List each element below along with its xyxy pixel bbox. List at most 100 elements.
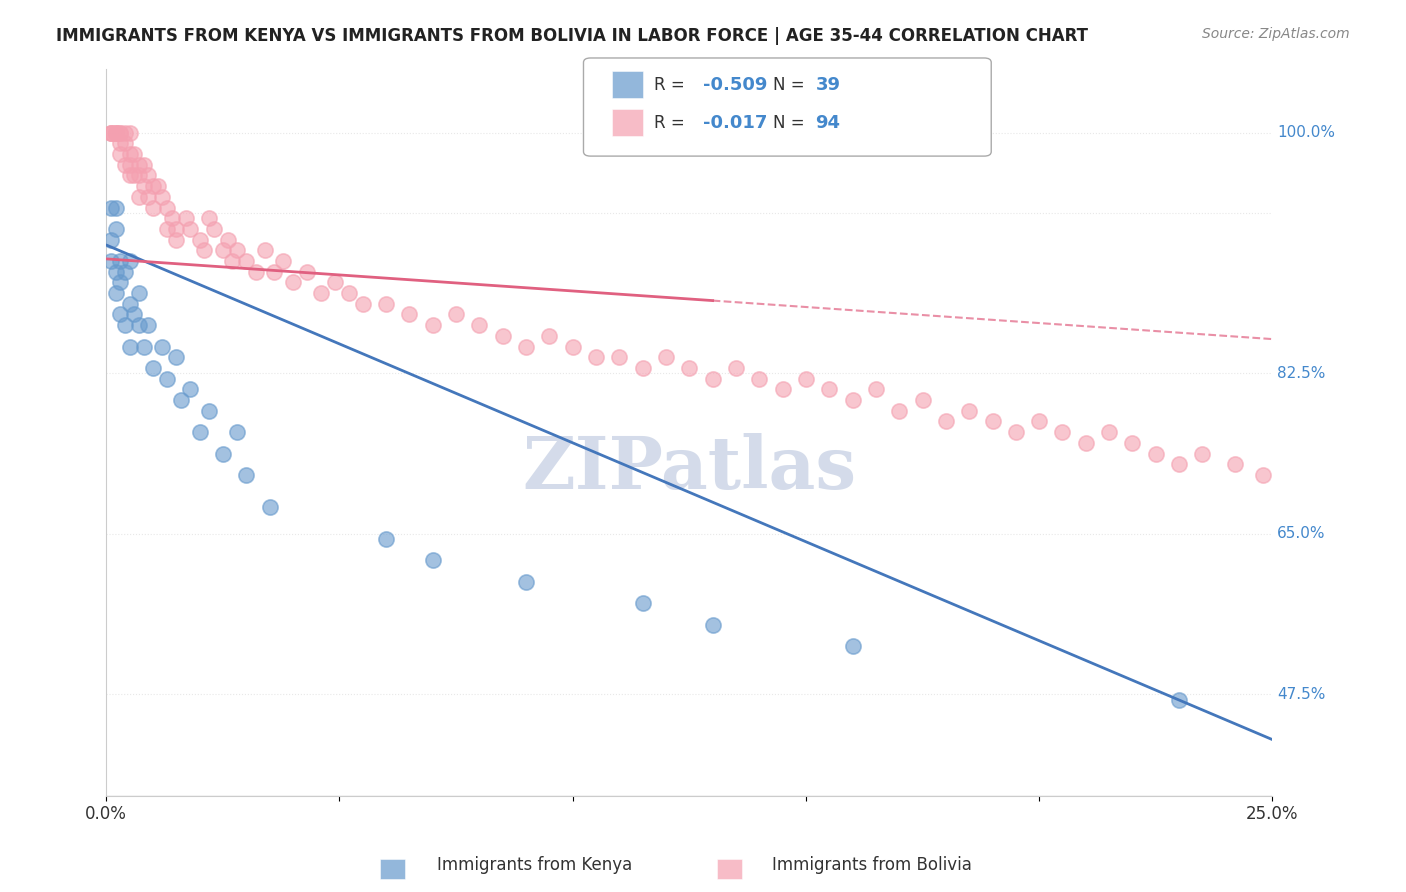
Point [1223, 457, 1246, 471]
Point [352, 297, 374, 311]
Point [221, 254, 243, 268]
Point [100, 126, 122, 140]
Point [245, 265, 267, 279]
Point [1251, 467, 1274, 482]
Point [398, 308, 420, 322]
Point [132, 340, 155, 354]
Point [225, 244, 247, 258]
Point [1052, 425, 1074, 439]
Point [235, 467, 257, 482]
Point [422, 553, 444, 567]
Point [118, 158, 141, 172]
Point [188, 233, 211, 247]
Point [110, 308, 132, 322]
Point [114, 126, 136, 140]
Point [193, 244, 215, 258]
Point [128, 190, 150, 204]
Point [100, 254, 122, 268]
Point [165, 222, 187, 236]
Point [100, 126, 122, 140]
Text: ZIPatlas: ZIPatlas [522, 433, 856, 504]
Point [375, 532, 398, 546]
Point [309, 286, 332, 301]
Point [911, 392, 934, 407]
Point [142, 361, 165, 376]
Point [561, 340, 583, 354]
Point [142, 179, 165, 194]
Point [146, 179, 169, 194]
Point [515, 340, 537, 354]
Point [110, 126, 132, 140]
Point [422, 318, 444, 333]
Point [585, 351, 607, 365]
Point [212, 244, 235, 258]
Point [179, 383, 201, 397]
Point [100, 233, 122, 247]
Point [198, 403, 221, 417]
Point [794, 372, 817, 386]
Point [110, 276, 132, 290]
Text: N =: N = [773, 76, 804, 94]
Point [631, 596, 654, 610]
Point [114, 136, 136, 151]
Point [156, 222, 179, 236]
Point [202, 222, 225, 236]
Point [217, 233, 239, 247]
Point [110, 136, 132, 151]
Point [128, 318, 150, 333]
Point [375, 297, 398, 311]
Point [259, 500, 281, 514]
Point [170, 392, 193, 407]
Point [104, 265, 127, 279]
Text: -0.509: -0.509 [703, 76, 768, 94]
Point [165, 233, 187, 247]
Point [174, 211, 197, 226]
Text: R =: R = [654, 76, 685, 94]
Point [1098, 425, 1121, 439]
Point [104, 222, 127, 236]
Point [889, 403, 911, 417]
Point [468, 318, 491, 333]
Point [323, 276, 346, 290]
Text: 94: 94 [815, 114, 841, 132]
Point [957, 403, 980, 417]
Point [136, 318, 159, 333]
Point [122, 147, 145, 161]
Point [122, 169, 145, 183]
Text: R =: R = [654, 114, 685, 132]
Point [188, 425, 211, 439]
Text: -0.017: -0.017 [703, 114, 768, 132]
Point [225, 425, 247, 439]
Point [150, 340, 173, 354]
Point [160, 211, 183, 226]
Point [865, 383, 887, 397]
Text: 39: 39 [815, 76, 841, 94]
Point [444, 308, 467, 322]
Text: IMMIGRANTS FROM KENYA VS IMMIGRANTS FROM BOLIVIA IN LABOR FORCE | AGE 35-44 CORR: IMMIGRANTS FROM KENYA VS IMMIGRANTS FROM… [56, 27, 1088, 45]
Point [538, 329, 561, 343]
Point [1121, 435, 1143, 450]
Point [136, 190, 159, 204]
Point [118, 297, 141, 311]
Text: Source: ZipAtlas.com: Source: ZipAtlas.com [1202, 27, 1350, 41]
Point [981, 414, 1004, 428]
Point [136, 169, 159, 183]
Point [118, 126, 141, 140]
Point [150, 190, 173, 204]
Point [156, 201, 179, 215]
Point [281, 276, 304, 290]
Point [104, 126, 127, 140]
Point [110, 126, 132, 140]
Point [142, 201, 165, 215]
Point [179, 222, 201, 236]
Point [841, 639, 863, 653]
Point [631, 361, 654, 376]
Point [104, 126, 127, 140]
Point [212, 446, 235, 460]
Point [609, 351, 631, 365]
Text: 82.5%: 82.5% [1277, 366, 1326, 381]
Point [748, 372, 770, 386]
Point [1168, 692, 1191, 706]
Point [118, 169, 141, 183]
Point [104, 201, 127, 215]
